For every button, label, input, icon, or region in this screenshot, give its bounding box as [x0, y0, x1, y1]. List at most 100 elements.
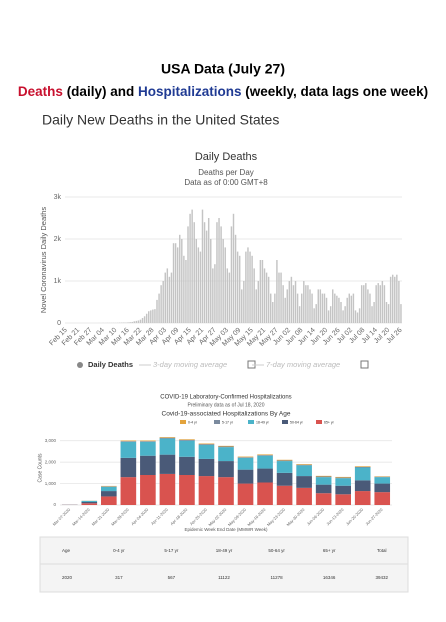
bar: [381, 281, 384, 323]
x-tick-label: May-30-2020: [285, 506, 306, 527]
subtitle-part: Deaths: [18, 84, 63, 99]
table-cell: 16346: [323, 575, 336, 580]
bar: [148, 311, 150, 323]
bar: [170, 272, 173, 323]
bar: [255, 289, 257, 323]
bar: [234, 234, 237, 323]
chart-note: Data as of 0:00 GMT+8: [184, 178, 268, 187]
x-tick-label: May-02-2020: [207, 506, 228, 527]
bar-segment: [237, 469, 254, 484]
y-axis-label: Novel Coronavirus Daily Deaths: [39, 207, 48, 314]
x-tick-label: Jun-13-2020: [325, 506, 345, 526]
bar-segment: [374, 492, 391, 505]
bar: [261, 260, 264, 323]
bar: [131, 321, 133, 323]
table-cell: 39432: [375, 575, 388, 580]
bar: [296, 293, 299, 323]
bar: [238, 255, 241, 323]
bar: [348, 293, 351, 323]
bar-segment: [218, 477, 234, 505]
bar-segment: [276, 460, 293, 462]
bar: [241, 289, 243, 323]
bar-segment: [354, 466, 371, 467]
bar: [305, 285, 307, 323]
bar: [286, 289, 288, 323]
bar: [156, 299, 158, 323]
bar: [160, 285, 162, 323]
bar: [272, 302, 274, 323]
bar-segment: [140, 441, 156, 456]
bar: [199, 251, 202, 323]
bar-segment: [296, 487, 312, 505]
bar-segment: [198, 443, 215, 445]
bar: [214, 264, 216, 323]
bar-segment: [159, 473, 176, 505]
bar: [350, 295, 353, 323]
bar: [230, 226, 233, 323]
bar-segment: [257, 482, 273, 505]
bar: [334, 293, 336, 323]
bar-segment: [335, 485, 351, 495]
bar: [398, 281, 400, 323]
y-tick-label: 0: [53, 502, 56, 507]
bar: [133, 321, 135, 323]
bar: [394, 276, 396, 323]
bar: [311, 293, 313, 323]
legend-checkbox[interactable]: [360, 360, 369, 369]
x-tick-label: Mar-07-2020: [51, 506, 71, 526]
legend-label: 3-day moving average: [153, 360, 227, 369]
section-heading: Daily New Deaths in the United States: [42, 112, 279, 128]
x-tick-label: May-09-2020: [227, 506, 248, 527]
bar-segment: [198, 458, 215, 477]
x-tick-label: May-23-2020: [266, 506, 287, 527]
bar: [158, 293, 160, 323]
bar-segment: [218, 447, 234, 462]
bar: [389, 276, 392, 323]
bar: [247, 247, 249, 323]
bar: [145, 313, 148, 323]
bar-segment: [335, 477, 351, 479]
bar-segment: [198, 476, 215, 505]
legend-swatch: [282, 420, 288, 424]
bar: [164, 272, 166, 323]
x-tick-label: Apr-18-2020: [169, 506, 189, 526]
bar-segment: [257, 455, 273, 456]
bar: [369, 293, 371, 323]
chart-title: COVID-19 Laboratory-Confirmed Hospitaliz…: [160, 395, 291, 401]
subtitle-part: Hospitalizations: [138, 84, 242, 99]
x-axis-label: Epidemic Week End Date (MMWR Week): [184, 527, 268, 532]
bar: [303, 281, 305, 323]
bar-segment: [101, 491, 117, 497]
bar: [329, 306, 332, 323]
bar-segment: [257, 468, 273, 483]
bar: [391, 274, 394, 323]
bar: [317, 289, 319, 323]
bar: [212, 268, 214, 323]
bar: [127, 322, 129, 323]
chart-title: Covid-19-associated Hospitalizations By …: [162, 411, 291, 418]
bar-segment: [179, 456, 195, 475]
bar: [321, 293, 324, 323]
bar: [342, 310, 344, 323]
bar: [267, 276, 270, 323]
bar: [325, 297, 328, 323]
bar: [265, 272, 268, 323]
legend-label: 7-day moving average: [266, 360, 340, 369]
x-tick-label: Mar-14-2020: [71, 506, 91, 526]
legend-swatch: [214, 420, 220, 424]
bar-segment: [140, 455, 156, 475]
bar: [216, 222, 218, 323]
bar: [375, 285, 377, 323]
x-tick-label: Jun-27-2020: [364, 506, 384, 526]
bar: [253, 268, 255, 323]
bar-segment: [81, 502, 98, 504]
bar-segment: [354, 466, 371, 468]
y-tick-label: 1k: [54, 278, 62, 285]
bar: [224, 247, 226, 323]
bar: [245, 251, 247, 323]
subtitle-part: (weekly, data lags one week): [245, 84, 428, 99]
legend-marker: [77, 362, 83, 368]
bar: [243, 281, 245, 323]
table-cell: 567: [168, 575, 176, 580]
